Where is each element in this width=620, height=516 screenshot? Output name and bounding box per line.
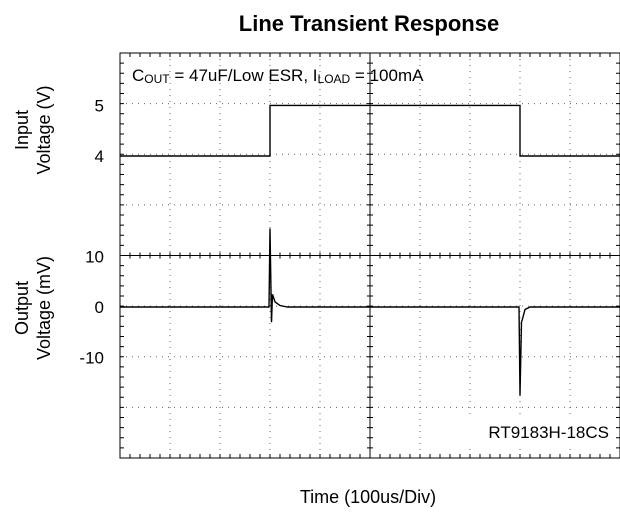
- cout-value: = 47uF/Low ESR,: [170, 66, 313, 85]
- iload-subscript: LOAD: [318, 72, 351, 86]
- input-ylabel-line2: Voltage (V): [34, 85, 54, 174]
- x-axis-label: Time (100us/Div): [300, 487, 436, 507]
- iload-value: = 100mA: [350, 66, 424, 85]
- input-ylabel-line1: Input: [12, 110, 32, 150]
- cout-prefix: C: [132, 66, 144, 85]
- chart-title: Line Transient Response: [239, 11, 499, 36]
- y-tick-label-output: -10: [79, 349, 104, 368]
- conditions-annotation: COUT = 47uF/Low ESR, ILOAD = 100mA: [132, 66, 424, 86]
- traces: [120, 104, 620, 396]
- trace-output: [120, 228, 620, 396]
- y-tick-label-output: 10: [85, 247, 104, 266]
- output-ylabel-line2: Voltage (mV): [34, 256, 54, 360]
- y-tick-label-input: 5: [95, 96, 104, 115]
- scope-tick-marks: [119, 52, 620, 459]
- trace-input: [120, 104, 620, 157]
- iload-prefix: I: [313, 66, 318, 85]
- part-number-label: RT9183H-18CS: [488, 423, 609, 442]
- y-tick-label-input: 4: [95, 147, 104, 166]
- cout-subscript: OUT: [144, 72, 170, 86]
- y-tick-labels: 5 4 10 0 -10: [79, 96, 104, 367]
- plot-frame: [119, 52, 620, 459]
- y-tick-label-output: 0: [95, 298, 104, 317]
- part-number-box: [452, 418, 612, 444]
- output-ylabel-line1: Output: [12, 281, 32, 335]
